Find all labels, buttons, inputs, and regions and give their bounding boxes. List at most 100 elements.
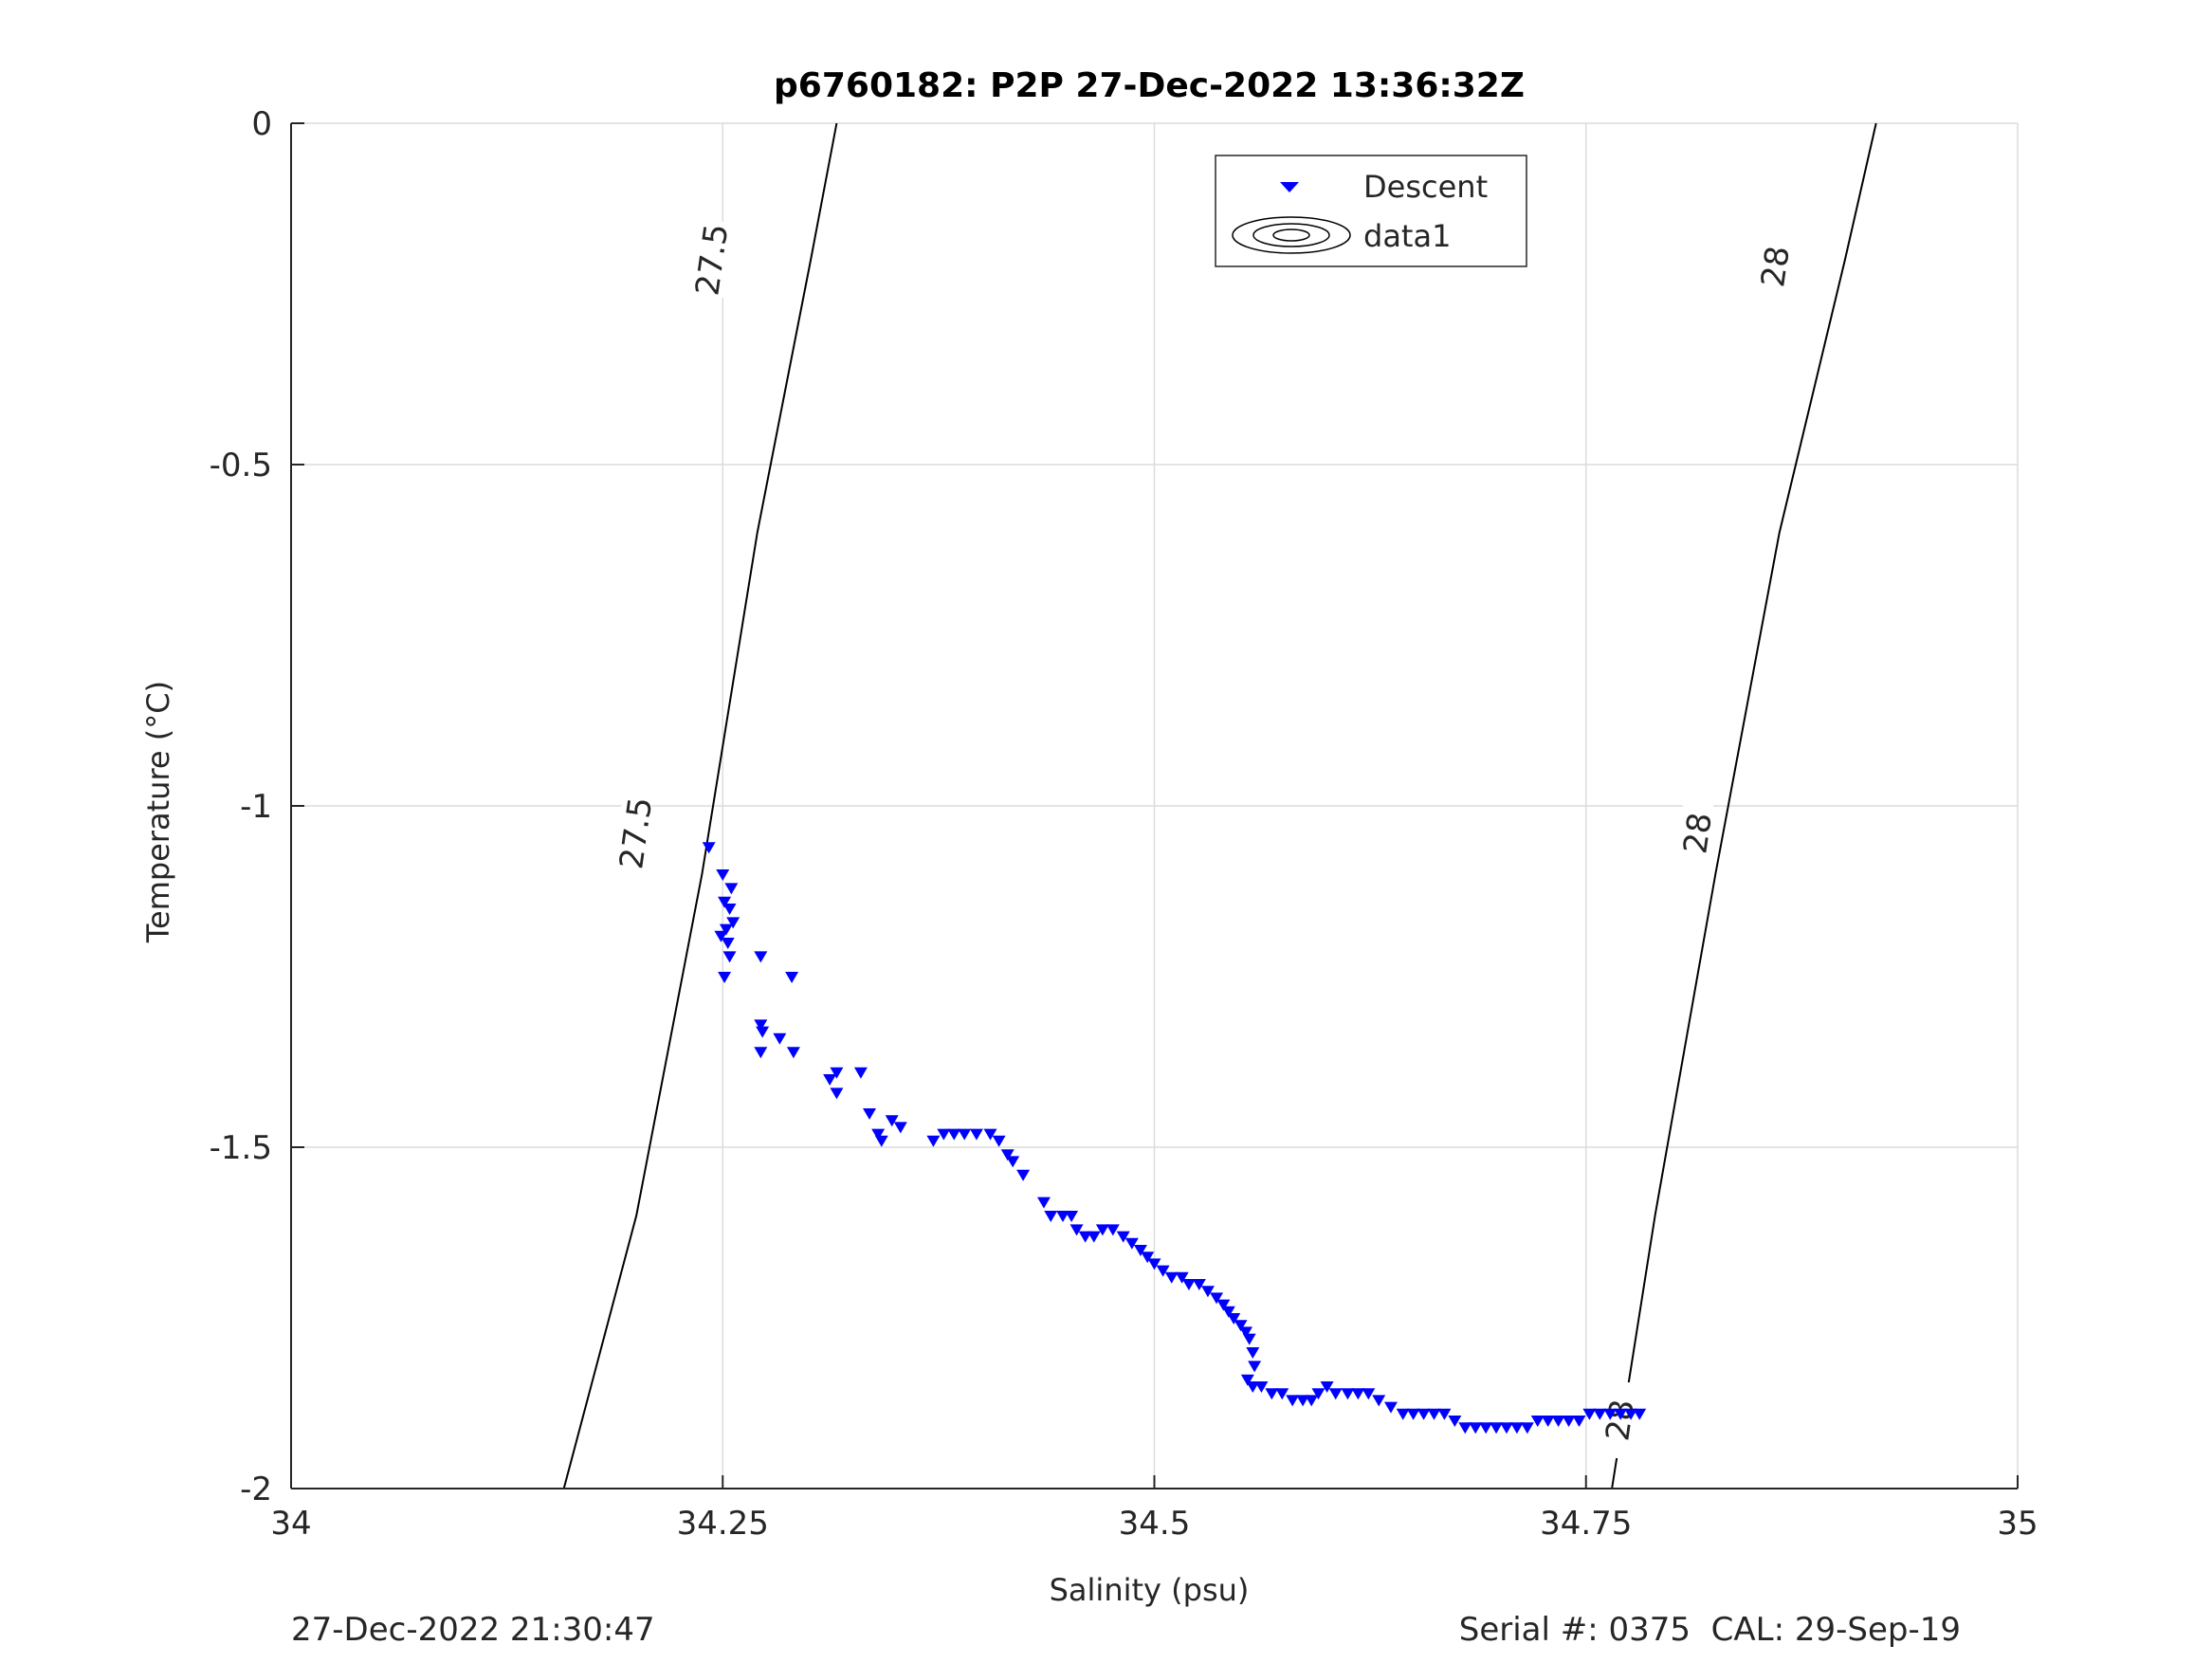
contour-label-bg-1-1	[1683, 795, 1714, 871]
descent-point-17	[786, 1047, 800, 1059]
descent-point-71	[1286, 1395, 1300, 1407]
descent-point-95	[1530, 1416, 1545, 1427]
descent-point-28	[937, 1128, 951, 1141]
descent-point-18	[823, 1074, 837, 1086]
descent-point-79	[1362, 1388, 1376, 1400]
contour-label-1-0: 28	[1599, 1398, 1642, 1443]
descent-point-4	[722, 904, 737, 915]
descent-point-56	[1200, 1286, 1215, 1298]
descent-point-19	[830, 1067, 844, 1079]
descent-point-21	[830, 1087, 844, 1100]
descent-point-51	[1156, 1265, 1170, 1277]
descent-point-6	[719, 923, 733, 936]
legend-descent-marker	[1280, 182, 1299, 192]
descent-point-55	[1192, 1279, 1206, 1290]
axes	[290, 122, 2019, 1489]
descent-point-96	[1541, 1416, 1555, 1427]
descent-point-46	[1116, 1231, 1130, 1243]
descent-point-94	[1520, 1422, 1534, 1435]
descent-point-73	[1305, 1395, 1319, 1407]
descent-point-20	[853, 1067, 868, 1079]
descent-point-44	[1095, 1224, 1109, 1236]
contour-label-bg-0-1	[697, 222, 728, 298]
descent-point-80	[1372, 1395, 1386, 1407]
descent-point-15	[773, 1033, 787, 1045]
legend-box	[1215, 155, 1527, 267]
descent-point-0	[702, 842, 716, 854]
descent-point-70	[1275, 1388, 1289, 1400]
y-axis-label: Temperature (°C)	[140, 681, 176, 943]
descent-point-48	[1133, 1245, 1147, 1256]
descent-point-87	[1448, 1416, 1462, 1427]
descent-point-47	[1124, 1237, 1139, 1250]
descent-point-90	[1479, 1422, 1493, 1435]
descent-point-61	[1234, 1320, 1248, 1332]
descent-point-66	[1240, 1374, 1254, 1386]
descent-point-38	[1044, 1211, 1058, 1222]
descent-point-22	[863, 1108, 877, 1120]
footer-serial-cal: Serial #: 0375 CAL: 29-Sep-19	[1459, 1611, 1961, 1649]
descent-point-76	[1328, 1388, 1343, 1400]
y-tick-label-0: 0	[251, 105, 272, 143]
contour-label-1-1: 28	[1676, 811, 1720, 856]
contour-line-1	[1611, 122, 1877, 1489]
contour-label-bg-0-0	[621, 795, 652, 871]
descent-point-86	[1437, 1408, 1452, 1420]
descent-point-93	[1509, 1422, 1524, 1435]
x-tick-label-1: 34.25	[677, 1505, 769, 1543]
descent-point-62	[1239, 1326, 1253, 1339]
descent-point-104	[1624, 1408, 1638, 1420]
descent-point-85	[1427, 1408, 1441, 1420]
descent-point-59	[1221, 1306, 1235, 1318]
descent-point-69	[1265, 1388, 1279, 1400]
descent-point-34	[1000, 1149, 1015, 1161]
descent-point-102	[1603, 1408, 1618, 1420]
descent-point-89	[1469, 1422, 1483, 1435]
x-tick-label-4: 35	[1997, 1505, 2038, 1543]
descent-point-25	[885, 1115, 899, 1127]
contour-label-bg-1-0	[1605, 1382, 1636, 1458]
descent-point-12	[785, 972, 799, 983]
descent-point-82	[1396, 1408, 1410, 1420]
descent-point-81	[1383, 1401, 1398, 1414]
descent-point-83	[1406, 1408, 1420, 1420]
descent-point-9	[722, 951, 737, 963]
descent-point-74	[1311, 1388, 1325, 1400]
x-tick-label-2: 34.5	[1119, 1505, 1191, 1543]
contour-line-0	[562, 122, 838, 1489]
descent-point-24	[874, 1135, 888, 1147]
descent-point-36	[1016, 1169, 1031, 1181]
descent-point-23	[871, 1128, 886, 1141]
descent-point-13	[754, 1019, 768, 1032]
descent-point-64	[1246, 1347, 1260, 1359]
descent-point-54	[1181, 1279, 1196, 1290]
descent-point-72	[1296, 1395, 1310, 1407]
legend: Descent data1	[1215, 155, 1527, 267]
descent-point-60	[1227, 1313, 1241, 1325]
descent-point-7	[714, 930, 728, 942]
scatter-points	[702, 842, 1647, 1435]
descent-point-68	[1254, 1381, 1269, 1393]
descent-point-105	[1633, 1408, 1647, 1420]
descent-point-92	[1499, 1422, 1513, 1435]
y-tick-label-1: -0.5	[210, 447, 272, 484]
descent-point-49	[1141, 1252, 1155, 1264]
descent-point-14	[756, 1026, 770, 1038]
descent-point-32	[983, 1128, 997, 1141]
descent-point-101	[1593, 1408, 1607, 1420]
descent-point-84	[1417, 1408, 1431, 1420]
descent-point-98	[1562, 1416, 1576, 1427]
descent-point-63	[1242, 1333, 1256, 1345]
descent-point-52	[1164, 1271, 1179, 1284]
x-axis-label: Salinity (psu)	[1050, 1572, 1250, 1608]
y-tick-label-2: -1	[240, 788, 272, 826]
legend-data1-label: data1	[1363, 218, 1451, 254]
descent-point-1	[716, 869, 730, 881]
descent-point-5	[726, 917, 740, 929]
descent-point-8	[721, 938, 735, 949]
descent-point-40	[1065, 1211, 1079, 1222]
descent-point-78	[1351, 1388, 1365, 1400]
descent-point-26	[893, 1122, 907, 1134]
